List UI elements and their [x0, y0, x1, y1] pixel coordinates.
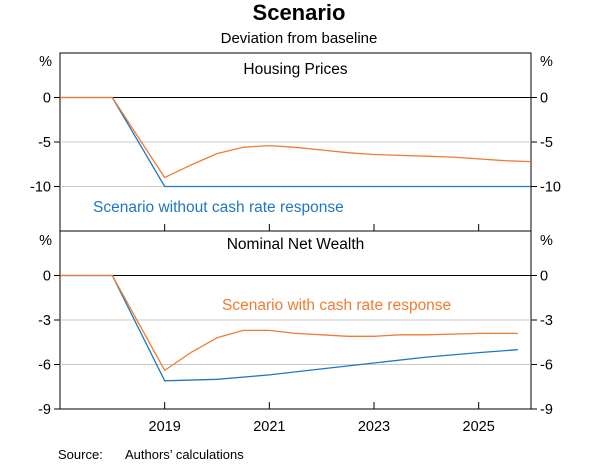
x-axis: 2019 2021 2023 2025	[149, 419, 495, 435]
y-tick-label-right: -10	[540, 180, 561, 196]
series-line-with	[60, 274, 518, 372]
unit-label-left: %	[39, 233, 52, 249]
panel-nominal-net-wealth: 0 0 -3 -3 -6 -6 -9 -9% % Nominal Net Wealth Scenar…	[38, 233, 553, 418]
x-tick-label: 2021	[253, 419, 285, 435]
source-label: Source:	[58, 447, 103, 462]
y-tick-label-right: -5	[540, 135, 553, 151]
x-tick-label: 2023	[358, 419, 390, 435]
y-tick-label-right: -3	[540, 313, 553, 329]
x-tick-label: 2025	[463, 419, 495, 435]
x-tick-label: 2019	[149, 419, 181, 435]
series-line-without	[60, 274, 518, 382]
y-tick-label-left: -6	[38, 358, 51, 374]
y-tick-label-left: -10	[30, 180, 51, 196]
y-tick-label-left: -3	[38, 313, 51, 329]
source-text: Authors’ calculations	[125, 447, 244, 462]
unit-label-left: %	[39, 54, 52, 70]
series-annotation: Scenario with cash rate response	[222, 297, 451, 314]
y-tick-label-right: -6	[540, 358, 553, 374]
chart-title: Scenario	[253, 0, 346, 25]
y-tick-label-left: 0	[43, 269, 51, 285]
unit-label-right: %	[540, 54, 553, 70]
series-annotation: Scenario without cash rate response	[93, 199, 344, 216]
y-tick-label-left: -5	[38, 135, 51, 151]
panel-housing-prices: 0 0 -5 -5 -10 -10% % Housing Prices Scenario wit…	[30, 54, 561, 231]
y-tick-label-left: -9	[38, 402, 51, 418]
panel-title: Nominal Net Wealth	[227, 236, 365, 253]
y-tick-label-right: -9	[540, 402, 553, 418]
unit-label-right: %	[540, 233, 553, 249]
panel-title: Housing Prices	[243, 61, 347, 78]
series-line-with	[60, 96, 532, 179]
y-tick-label-left: 0	[43, 91, 51, 107]
y-tick-label-right: 0	[540, 91, 548, 107]
chart-subtitle: Deviation from baseline	[221, 30, 378, 47]
y-tick-label-right: 0	[540, 269, 548, 285]
